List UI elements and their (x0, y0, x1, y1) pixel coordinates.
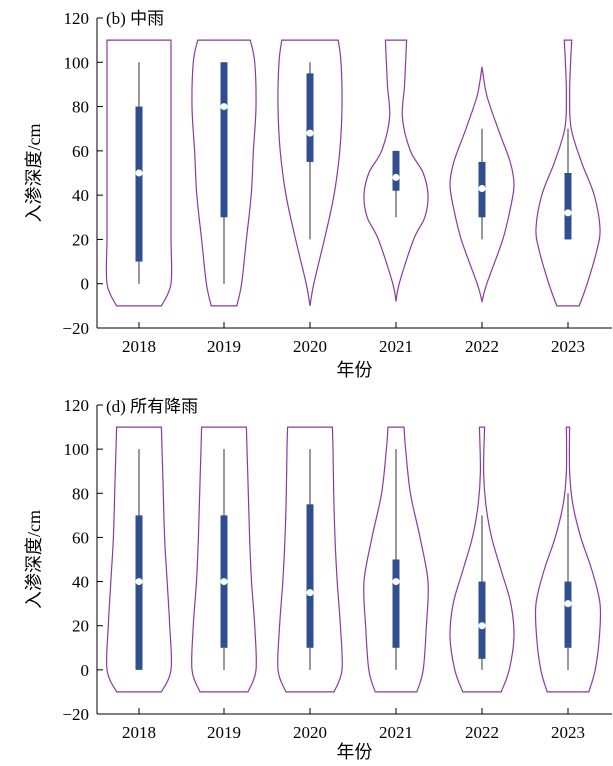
y-tick-label: 120 (64, 9, 90, 28)
violin-2023 (535, 39, 601, 307)
median-marker-2018 (135, 169, 143, 177)
x-tick-label: 2018 (122, 723, 156, 742)
x-tick-label: 2023 (551, 337, 585, 356)
median-marker-2020 (306, 129, 314, 137)
median-marker-2021 (392, 173, 400, 181)
iqr-box-2023 (564, 173, 572, 240)
iqr-box-2021 (392, 150, 400, 191)
y-tick-label: 120 (64, 396, 90, 415)
iqr-box-2022 (478, 581, 486, 659)
y-tick-label: 40 (72, 573, 89, 592)
median-marker-2019 (220, 578, 228, 586)
y-axis-title: 入渗深度/cm (24, 124, 44, 223)
x-tick-label: 2020 (293, 337, 327, 356)
iqr-box-2021 (392, 559, 400, 648)
chart-panel-b: −20 0 20 40 60 80 100 120 2018 2019 2020 2021 2022 20… (24, 9, 612, 380)
y-tick-label: 20 (72, 617, 89, 636)
y-tick-label: −20 (62, 319, 89, 338)
violin-2020 (277, 426, 343, 693)
median-marker-2023 (564, 600, 572, 608)
violin-2019 (191, 39, 257, 307)
iqr-box-2018 (135, 106, 143, 262)
chart-panel-d: −20 0 20 40 60 80 100 120 2018 2019 2020 2021 2022 20… (24, 396, 612, 762)
x-axis-title: 年份 (337, 742, 373, 762)
violin-2021 (363, 39, 429, 302)
y-tick-label: 80 (72, 98, 89, 117)
y-tick-label: 80 (72, 484, 89, 503)
x-tick-label: 2020 (293, 723, 327, 742)
y-tick-label: 100 (64, 440, 90, 459)
iqr-box-2020 (306, 73, 314, 162)
median-marker-2020 (306, 589, 314, 597)
median-marker-2022 (478, 185, 486, 192)
violin-2020 (277, 39, 343, 306)
x-tick-label: 2023 (551, 723, 585, 742)
iqr-box-2020 (306, 504, 314, 648)
x-tick-label: 2018 (122, 337, 156, 356)
y-tick-label: 0 (81, 275, 90, 294)
violin-2018 (105, 39, 173, 307)
median-marker-2018 (135, 578, 143, 586)
median-marker-2022 (478, 622, 486, 630)
x-tick-label: 2021 (379, 337, 413, 356)
median-marker-2019 (220, 103, 228, 111)
violin-2023 (534, 426, 602, 693)
median-marker-2021 (392, 578, 400, 586)
x-tick-label: 2022 (465, 723, 499, 742)
median-marker-2023 (564, 209, 572, 217)
x-tick-label: 2019 (207, 723, 241, 742)
iqr-box-2023 (564, 581, 572, 648)
panel-label: (b) 中雨 (106, 9, 164, 28)
y-tick-label: 0 (81, 661, 90, 680)
violin-2021 (363, 426, 429, 693)
y-tick-label: −20 (62, 705, 89, 724)
y-tick-label: 60 (72, 528, 89, 547)
y-tick-label: 40 (72, 186, 89, 205)
iqr-box-2019 (220, 62, 228, 218)
y-axis-title: 入渗深度/cm (24, 510, 44, 609)
panel-label: (d) 所有降雨 (106, 397, 198, 416)
violin-2022 (449, 66, 515, 304)
violin-2022 (449, 426, 515, 693)
x-tick-label: 2019 (207, 337, 241, 356)
x-tick-label: 2021 (379, 723, 413, 742)
violin-2018 (105, 426, 173, 693)
x-tick-label: 2022 (465, 337, 499, 356)
x-axis-title: 年份 (337, 360, 373, 380)
y-tick-label: 100 (64, 53, 90, 72)
y-tick-label: 20 (72, 230, 89, 249)
y-tick-label: 60 (72, 142, 89, 161)
iqr-box-2018 (135, 515, 143, 670)
violin-2019 (191, 426, 257, 693)
